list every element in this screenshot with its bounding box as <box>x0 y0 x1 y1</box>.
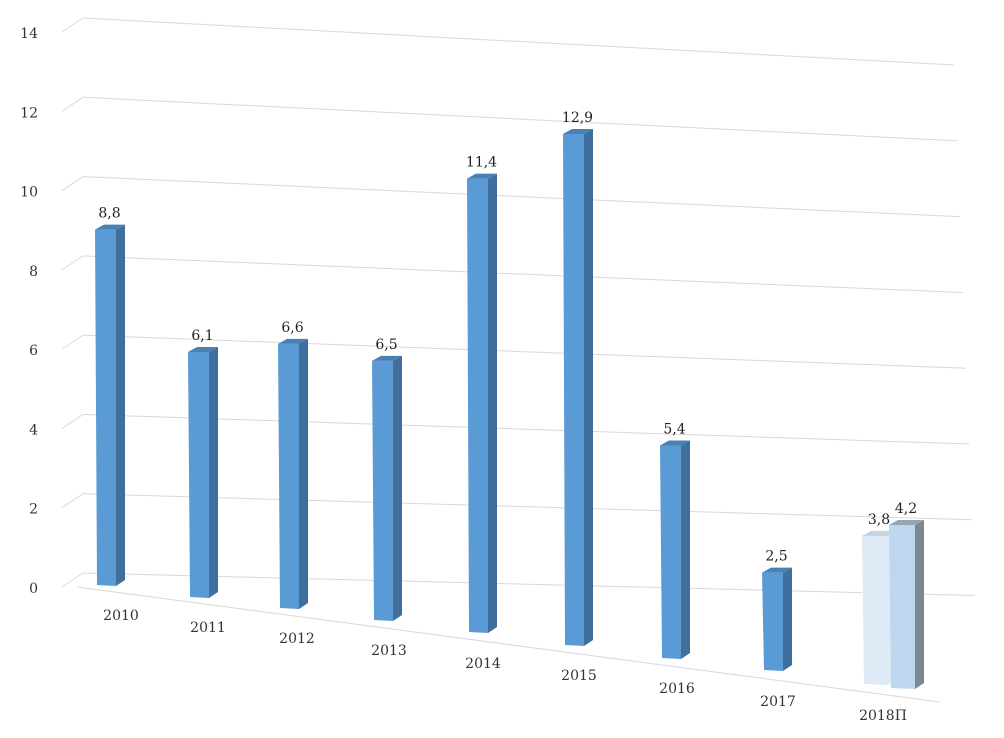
x-category-label: 2018П <box>859 708 907 724</box>
bar-2012 <box>278 338 308 609</box>
data-label: 8,8 <box>98 206 120 222</box>
data-label: 3,8 <box>868 512 890 528</box>
y-tick-label: 0 <box>29 581 38 597</box>
gridline <box>82 334 967 369</box>
gridline <box>82 493 973 521</box>
y-tick-label: 12 <box>20 105 38 121</box>
y-tick-label: 10 <box>20 185 38 201</box>
x-category-label: 2015 <box>561 668 597 684</box>
bar-top <box>660 440 690 446</box>
data-label: 5,4 <box>663 422 685 438</box>
bar-front <box>762 572 783 671</box>
bar-front <box>467 178 488 633</box>
bar-2017 <box>762 567 792 671</box>
gridline-depth <box>61 334 84 350</box>
bar-top <box>188 346 218 352</box>
data-label: 2,5 <box>765 549 787 565</box>
bar-side <box>116 224 125 586</box>
bar-front <box>563 133 584 646</box>
gridline <box>82 413 970 445</box>
bar-top <box>467 173 497 179</box>
gridline-depth <box>61 96 84 112</box>
bar-2015 <box>563 128 593 646</box>
bar-front <box>862 536 888 685</box>
data-label: 6,5 <box>375 337 397 353</box>
bar-side <box>915 520 924 689</box>
gridline <box>82 17 955 66</box>
gridline-depth <box>61 493 84 509</box>
bar-top <box>95 224 125 230</box>
gridline-depth <box>61 414 84 429</box>
gridline <box>82 96 958 142</box>
bar-front <box>188 351 209 598</box>
x-category-label: 2010 <box>103 608 139 624</box>
bar-front <box>660 445 681 659</box>
bar-side <box>488 173 497 633</box>
data-labels: 8,8 6,1 6,6 6,5 11,4 12,9 5,4 2,5 3,8 4,2 <box>98 110 917 565</box>
x-category-label: 2011 <box>190 620 226 636</box>
y-tick-label: 2 <box>29 502 38 518</box>
y-tick-label: 8 <box>29 264 38 280</box>
bar-2011 <box>188 346 218 598</box>
bar-side <box>393 355 402 621</box>
bar-2018П-forecast-high <box>889 520 924 689</box>
bar-2013 <box>372 355 402 621</box>
gridline-depth <box>61 572 84 588</box>
data-label: 6,6 <box>281 320 303 336</box>
bar-side <box>209 346 218 598</box>
bar-top <box>762 567 792 573</box>
bar-side <box>783 567 792 671</box>
bar-2014 <box>467 173 497 633</box>
y-tick-label: 6 <box>29 343 38 359</box>
bar-side <box>299 338 308 609</box>
bars <box>95 128 924 689</box>
bar-2010 <box>95 224 125 586</box>
data-label: 12,9 <box>562 110 593 126</box>
gridlines <box>61 17 976 703</box>
bar-top <box>889 520 924 526</box>
bar-top <box>563 128 593 134</box>
x-category-label: 2014 <box>465 656 501 672</box>
bar-side <box>584 128 593 646</box>
bar-front <box>278 343 299 609</box>
floor-edge <box>76 586 941 703</box>
x-axis-categories: 2010 2011 2012 2013 2014 2015 2016 2017 2018П <box>103 608 907 724</box>
bar-front <box>95 229 116 586</box>
x-category-label: 2012 <box>279 631 315 647</box>
data-label: 4,2 <box>895 501 917 517</box>
x-category-label: 2013 <box>371 643 407 659</box>
gridline-depth <box>61 176 84 191</box>
y-tick-label: 14 <box>20 26 38 42</box>
x-category-label: 2016 <box>659 681 695 697</box>
bar-side <box>681 440 690 659</box>
gridline <box>82 255 964 293</box>
data-label: 11,4 <box>466 155 497 171</box>
y-tick-label: 4 <box>29 422 38 438</box>
x-category-label: 2017 <box>760 694 796 710</box>
bar-2016 <box>660 440 690 659</box>
y-axis-ticks: 0 2 4 6 8 10 12 14 <box>20 26 38 597</box>
bar-top <box>372 355 402 361</box>
data-label: 6,1 <box>191 328 213 344</box>
bar-front <box>372 360 393 621</box>
bar-front <box>889 525 915 689</box>
bar-top <box>862 531 897 537</box>
gridline <box>82 176 961 218</box>
bar-top <box>278 338 308 344</box>
gridline-depth <box>61 17 84 33</box>
gridline-depth <box>61 255 84 271</box>
gridline <box>82 572 976 597</box>
